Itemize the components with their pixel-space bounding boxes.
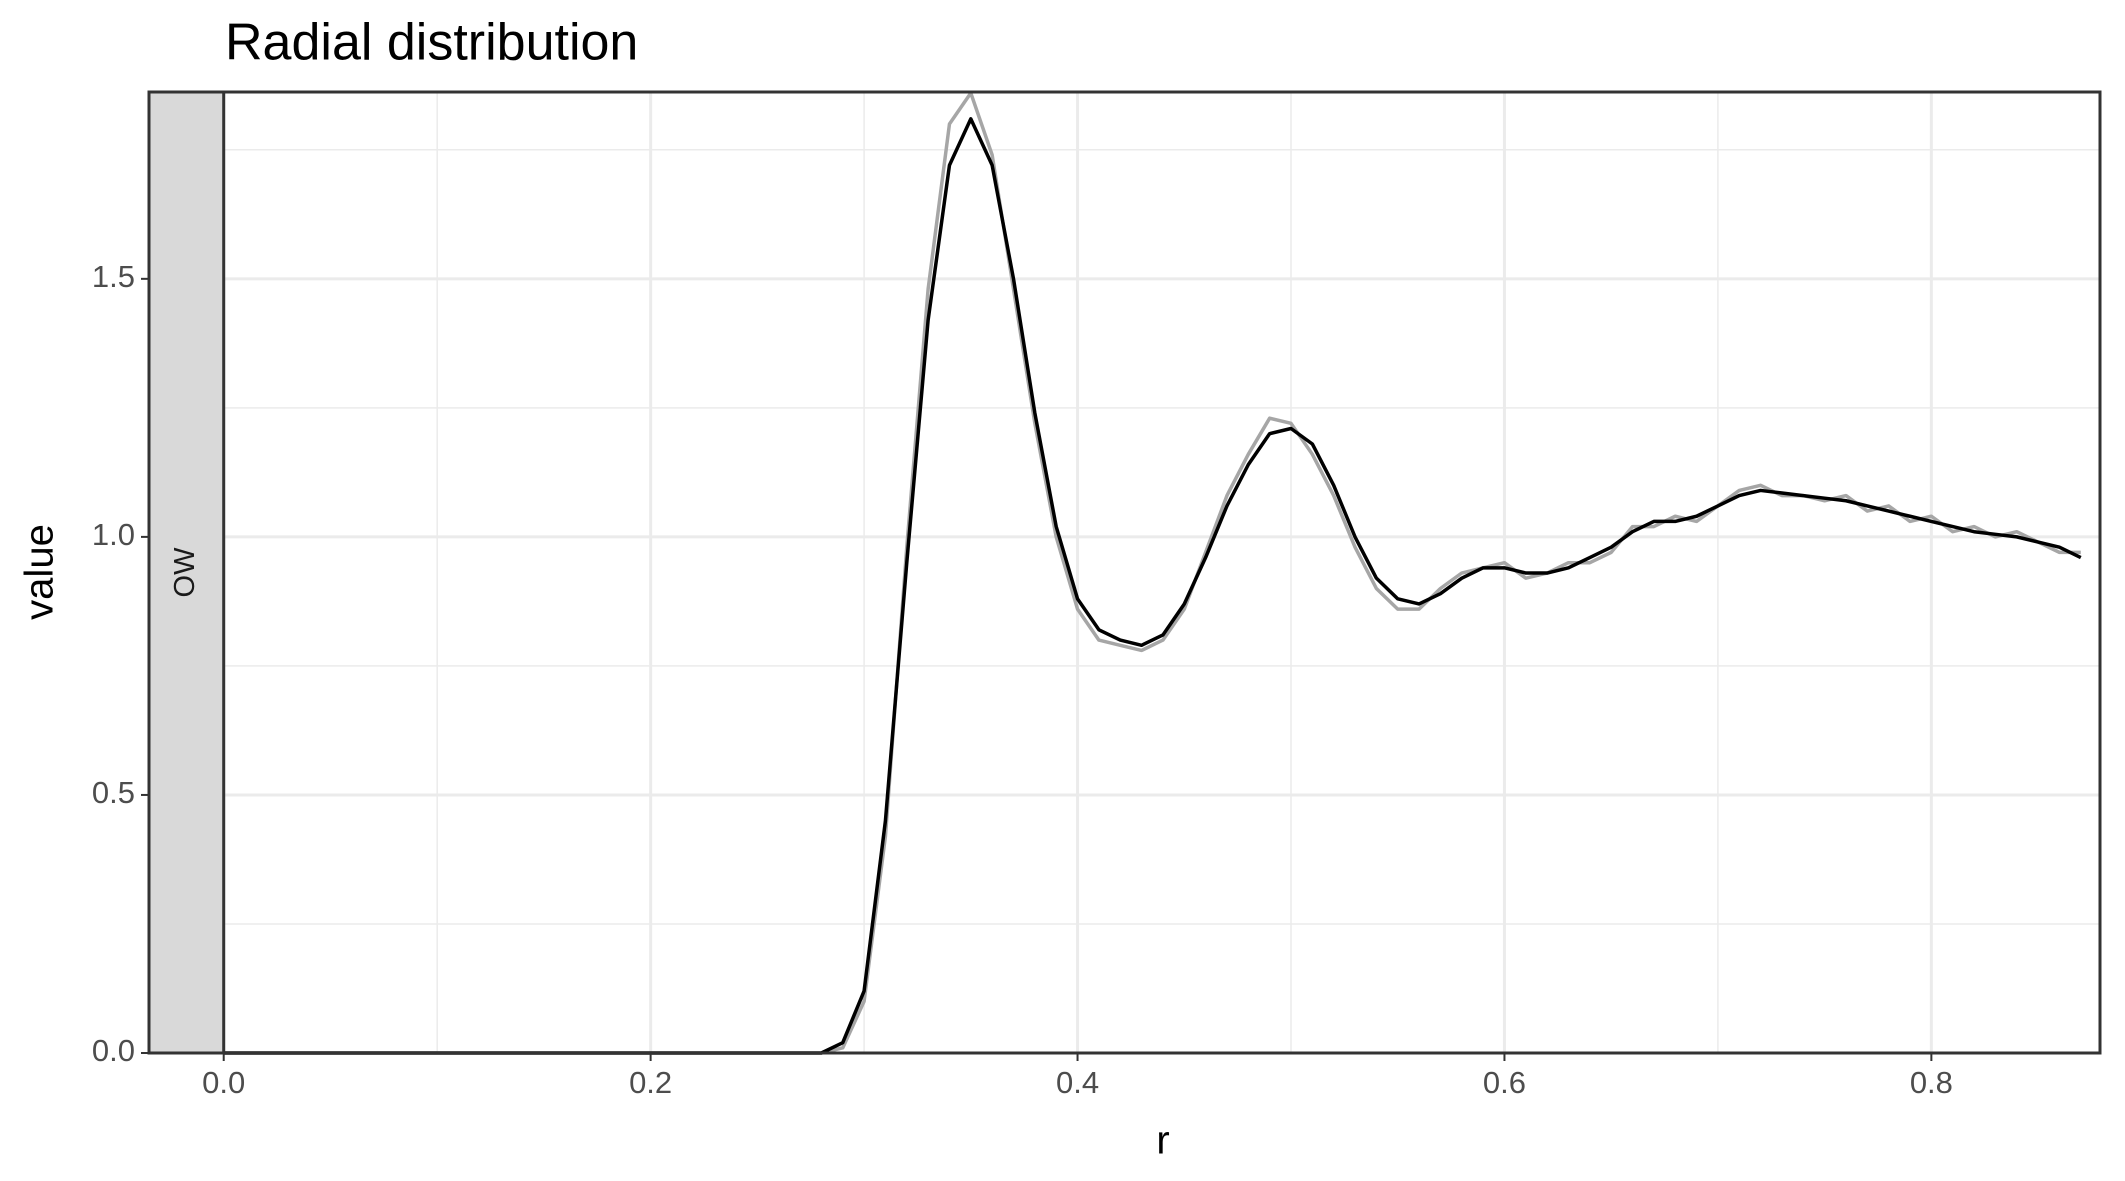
facet-label: OW: [169, 547, 201, 598]
y-axis-title: value: [18, 524, 62, 620]
y-tick-label: 1.0: [92, 517, 135, 552]
x-axis-title: r: [1156, 1119, 1169, 1163]
x-tick-label: 0.2: [629, 1065, 672, 1100]
x-tick-label: 0.0: [202, 1065, 245, 1100]
series-line: [223, 117, 2082, 1055]
y-tick-label: 0.5: [92, 775, 135, 810]
series-line: [223, 91, 2081, 1055]
y-tick-label: 0.0: [92, 1033, 135, 1068]
x-tick-label: 0.8: [1910, 1065, 1953, 1100]
y-tick-label: 1.5: [92, 259, 135, 294]
chart-title: Radial distribution: [225, 14, 638, 72]
panel-border: [147, 90, 2102, 1055]
x-tick-label: 0.6: [1483, 1065, 1526, 1100]
x-tick-label: 0.4: [1056, 1065, 1099, 1100]
